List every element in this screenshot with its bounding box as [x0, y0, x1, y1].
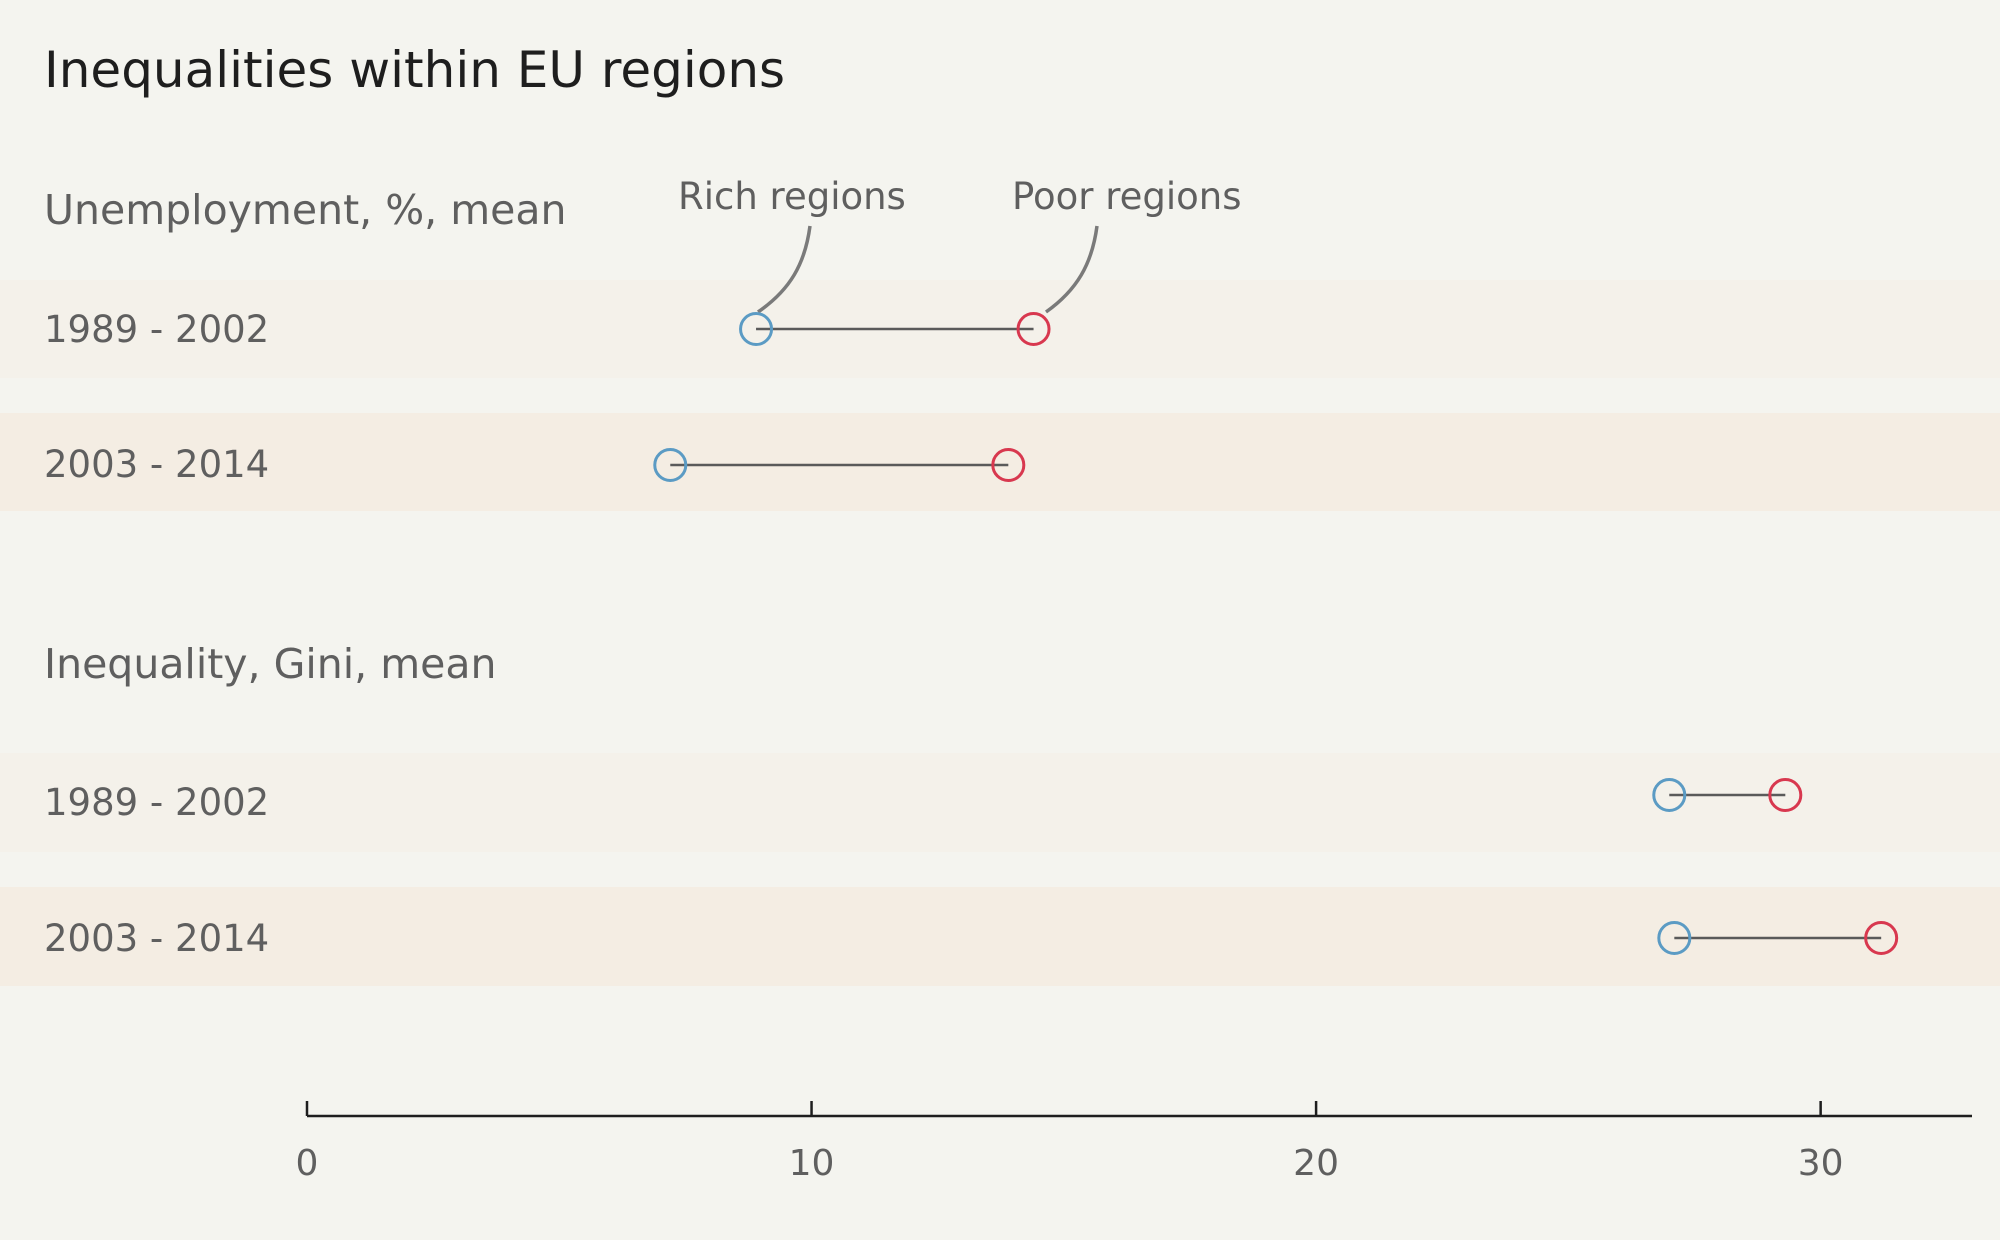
- poor-point-g1-r1: [1864, 921, 1899, 955]
- poor-point-g1-r0: [1768, 778, 1803, 812]
- group-title-gini: Inequality, Gini, mean: [44, 640, 497, 688]
- annotation-rich-regions: Rich regions: [678, 175, 906, 218]
- group-title-unemployment: Unemployment, %, mean: [44, 186, 567, 234]
- annotation-poor-regions: Poor regions: [1012, 175, 1242, 218]
- rich-point-g0-r0: [739, 312, 774, 346]
- poor-point-g0-r1: [991, 448, 1026, 482]
- row-label-gini-2: 2003 - 2014: [44, 917, 269, 960]
- rich-point-g1-r1: [1657, 921, 1692, 955]
- row-label-unemployment-1: 1989 - 2002: [44, 308, 269, 351]
- row-label-unemployment-2: 2003 - 2014: [44, 443, 269, 486]
- dumbbell-marks: [653, 312, 1899, 955]
- row-label-gini-1: 1989 - 2002: [44, 781, 269, 824]
- row-band-gini-2: [0, 887, 2000, 986]
- rich-point-g1-r0: [1652, 778, 1687, 812]
- x-axis-ticks: 0 10 20 30: [296, 1101, 1844, 1184]
- x-tick-label-30: 30: [1798, 1143, 1844, 1184]
- annotation-arrow-rich: [757, 225, 812, 314]
- x-tick-label-10: 10: [789, 1143, 835, 1184]
- row-band-unemployment-2: [0, 413, 2000, 511]
- poor-point-g0-r0: [1016, 312, 1051, 346]
- x-tick-label-0: 0: [296, 1143, 319, 1184]
- chart-title: Inequalities within EU regions: [44, 41, 785, 99]
- x-tick-label-20: 20: [1293, 1143, 1339, 1184]
- row-band-gini-1: [0, 753, 2000, 852]
- rich-point-g0-r1: [653, 448, 688, 482]
- annotation-arrow-poor: [1044, 225, 1099, 314]
